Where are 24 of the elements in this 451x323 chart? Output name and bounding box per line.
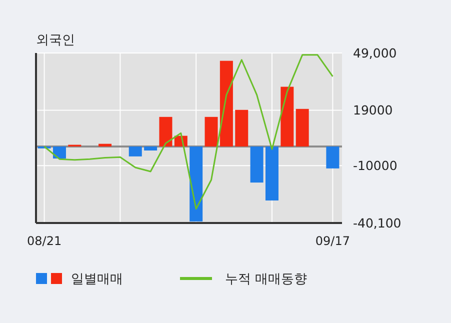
bar: [159, 116, 172, 146]
line-series: [44, 54, 334, 210]
bar: [280, 86, 294, 146]
legend-label: 일별매매: [71, 272, 123, 287]
bar: [235, 110, 248, 146]
chart-title: 외국인: [36, 33, 75, 48]
bar: [296, 108, 309, 146]
bar: [128, 146, 142, 156]
x-tick-label: 08/21: [27, 234, 62, 248]
bar: [250, 146, 264, 183]
bar: [204, 116, 218, 146]
y-tick-label: 49,000: [353, 46, 397, 60]
bar: [265, 146, 278, 200]
y-tick-label: 19000: [353, 102, 393, 118]
bar: [220, 60, 233, 146]
y-tick-label: -10000: [353, 158, 398, 174]
bar: [144, 146, 158, 150]
y-tick-label: -40,100: [353, 216, 402, 230]
bar: [326, 146, 340, 168]
bar: [190, 146, 203, 222]
bar: [98, 144, 112, 146]
bar: [52, 146, 66, 159]
x-tick-label: 09/17: [315, 234, 350, 248]
legend-label: 누적 매매동향: [225, 272, 308, 287]
